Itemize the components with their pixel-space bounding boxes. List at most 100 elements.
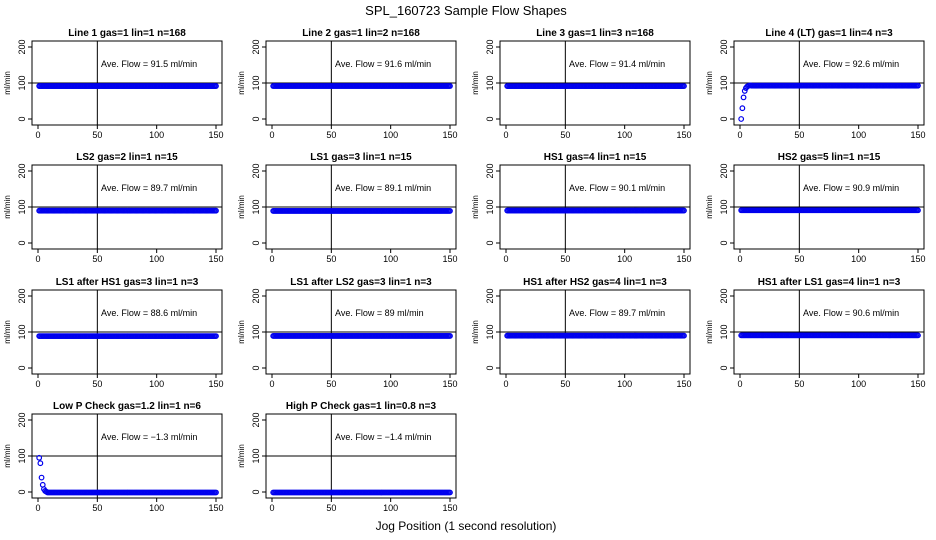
x-tick-label: 100 (383, 379, 398, 389)
y-tick-label: 100 (485, 75, 495, 90)
y-tick-label: 200 (485, 39, 495, 54)
data-point (681, 332, 687, 339)
y-tick-label: 200 (251, 163, 261, 178)
x-tick-label: 0 (35, 254, 40, 264)
panel-13: Low P Check gas=1.2 lin=1 n=6 0 50 100 150 0 1… (3, 401, 224, 513)
y-tick-label: 200 (251, 412, 261, 427)
panel-7: HS1 gas=4 lin=1 n=15 0 50 100 150 0 100 200 ml/m… (471, 152, 692, 264)
y-tick-label: 100 (719, 199, 729, 214)
panel-title: LS1 gas=3 lin=1 n=15 (310, 152, 412, 163)
y-axis-label: ml/min (3, 444, 12, 468)
data-points (738, 82, 921, 122)
x-tick-label: 0 (503, 379, 508, 389)
ave-flow-annotation: Ave. Flow = 88.6 ml/min (101, 308, 197, 318)
figure-xlabel: Jog Position (1 second resolution) (376, 519, 557, 533)
x-tick-label: 100 (383, 130, 398, 140)
panel-1: Line 1 gas=1 lin=1 n=168 0 50 100 150 0 100 200… (3, 28, 224, 140)
x-tick-label: 50 (794, 254, 804, 264)
y-tick-label: 0 (251, 240, 261, 245)
x-tick-label: 100 (149, 254, 164, 264)
panel-title: HS1 gas=4 lin=1 n=15 (544, 152, 647, 163)
y-tick-label: 200 (251, 288, 261, 303)
x-tick-label: 150 (676, 379, 691, 389)
panel-title: High P Check gas=1 lin=0.8 n=3 (286, 401, 437, 412)
y-tick-label: 100 (719, 324, 729, 339)
y-tick-label: 200 (17, 163, 27, 178)
data-points (36, 333, 219, 340)
y-axis-label: ml/min (471, 320, 480, 344)
y-tick-label: 100 (485, 324, 495, 339)
x-tick-label: 0 (269, 503, 274, 513)
y-tick-label: 100 (251, 448, 261, 463)
y-tick-label: 0 (485, 240, 495, 245)
data-points (36, 207, 219, 214)
y-axis-label: ml/min (3, 71, 12, 95)
x-tick-label: 150 (442, 503, 457, 513)
panel-grid: Line 1 gas=1 lin=1 n=168 0 50 100 150 0 100 200… (3, 28, 926, 513)
data-points (36, 454, 219, 496)
data-points (270, 208, 453, 214)
y-tick-label: 0 (17, 240, 27, 245)
panel-title: LS1 after LS2 gas=3 lin=1 n=3 (290, 277, 432, 288)
ave-flow-annotation: Ave. Flow = 90.9 ml/min (803, 183, 899, 193)
y-tick-label: 0 (17, 489, 27, 494)
data-point (213, 489, 219, 496)
data-point (915, 207, 921, 214)
data-point (213, 333, 219, 340)
x-tick-label: 150 (676, 130, 691, 140)
x-tick-label: 50 (92, 503, 102, 513)
y-axis-label: ml/min (3, 320, 12, 344)
ave-flow-annotation: Ave. Flow = 90.1 ml/min (569, 183, 665, 193)
figure-title: SPL_160723 Sample Flow Shapes (365, 3, 567, 18)
data-point (36, 454, 43, 461)
x-tick-label: 100 (149, 503, 164, 513)
y-tick-label: 0 (719, 240, 729, 245)
data-point (213, 207, 219, 214)
x-tick-label: 0 (503, 254, 508, 264)
x-tick-label: 100 (383, 503, 398, 513)
panel-title: HS2 gas=5 lin=1 n=15 (778, 152, 881, 163)
x-tick-label: 0 (503, 130, 508, 140)
ave-flow-annotation: Ave. Flow = 89.1 ml/min (335, 183, 431, 193)
y-tick-label: 100 (17, 75, 27, 90)
y-tick-label: 200 (485, 288, 495, 303)
ave-flow-annotation: Ave. Flow = 89 ml/min (335, 308, 424, 318)
x-tick-label: 50 (326, 379, 336, 389)
y-tick-label: 0 (719, 116, 729, 121)
panel-10: LS1 after LS2 gas=3 lin=1 n=3 0 50 100 150 0 1… (237, 277, 458, 389)
x-tick-label: 100 (149, 130, 164, 140)
y-tick-label: 0 (17, 116, 27, 121)
x-tick-label: 50 (326, 130, 336, 140)
y-axis-label: ml/min (3, 195, 12, 219)
data-point (915, 332, 921, 339)
x-tick-label: 50 (794, 379, 804, 389)
data-points (738, 332, 921, 339)
x-tick-label: 150 (676, 254, 691, 264)
x-tick-label: 100 (851, 130, 866, 140)
data-point (741, 88, 748, 94)
ave-flow-annotation: Ave. Flow = 90.6 ml/min (803, 308, 899, 318)
data-point (213, 83, 219, 89)
data-point (447, 208, 453, 214)
data-point (447, 83, 453, 89)
x-tick-label: 50 (560, 379, 570, 389)
x-tick-label: 50 (560, 254, 570, 264)
ave-flow-annotation: Ave. Flow = 91.5 ml/min (101, 59, 197, 69)
x-tick-label: 50 (92, 379, 102, 389)
x-tick-label: 150 (208, 503, 223, 513)
panel-5: LS2 gas=2 lin=1 n=15 0 50 100 150 0 100 200 ml/m… (3, 152, 224, 264)
y-tick-label: 100 (17, 448, 27, 463)
y-tick-label: 100 (251, 199, 261, 214)
panel-11: HS1 after HS2 gas=4 lin=1 n=3 0 50 100 150 0 1… (471, 277, 692, 389)
panel-4: Line 4 (LT) gas=1 lin=4 n=3 0 50 100 150 0 100… (705, 28, 926, 140)
x-tick-label: 100 (851, 379, 866, 389)
data-points (36, 83, 219, 89)
data-point (681, 207, 687, 214)
panel-3: Line 3 gas=1 lin=3 n=168 0 50 100 150 0 100 200… (471, 28, 692, 140)
ave-flow-annotation: Ave. Flow = 89.7 ml/min (101, 183, 197, 193)
data-point (740, 94, 747, 101)
x-tick-label: 50 (326, 503, 336, 513)
y-tick-label: 100 (251, 324, 261, 339)
data-points (504, 207, 687, 214)
